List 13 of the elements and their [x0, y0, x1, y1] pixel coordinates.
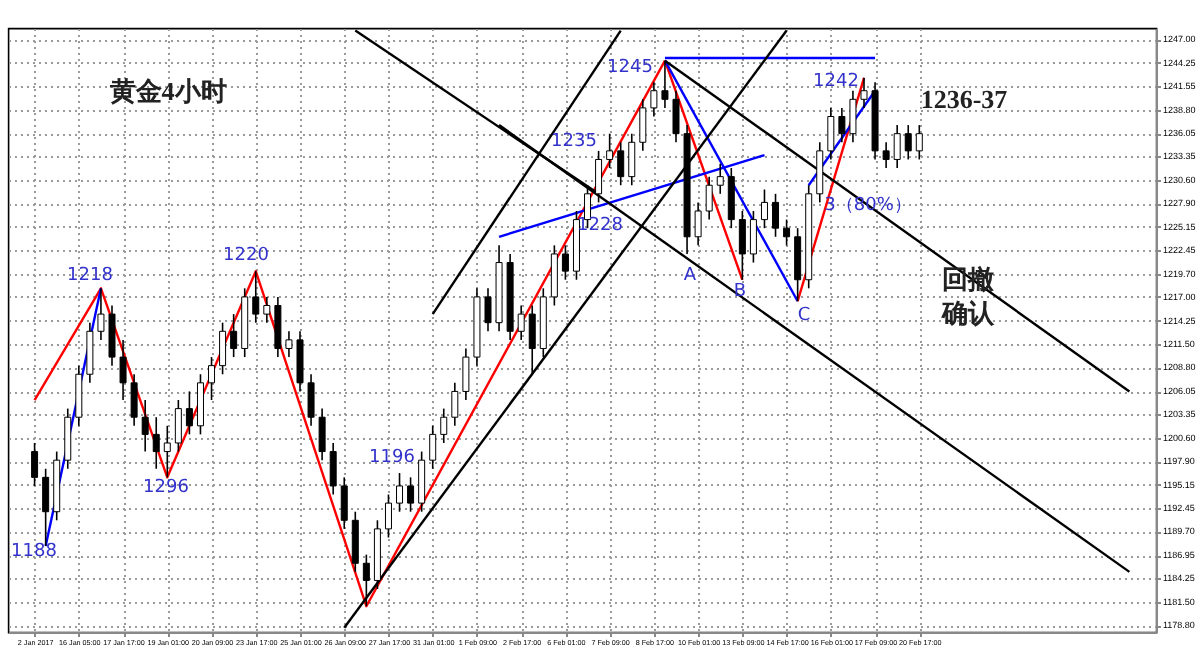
- annotation: 1196: [369, 448, 416, 468]
- annotation: 1220: [223, 246, 270, 266]
- annotation: 黄金4小时: [107, 76, 227, 106]
- annotation: 1188: [11, 542, 58, 562]
- annotation: 1296: [143, 478, 190, 498]
- annotation: 1235: [551, 132, 597, 152]
- annotation: 1242: [813, 72, 859, 92]
- annotation: A: [683, 266, 698, 286]
- annotation: 1245: [607, 58, 653, 78]
- annotation: 确认: [940, 298, 996, 328]
- annotation: 1218: [67, 266, 114, 286]
- annotation: C: [797, 306, 811, 326]
- annotation: 1236-37: [920, 84, 1009, 114]
